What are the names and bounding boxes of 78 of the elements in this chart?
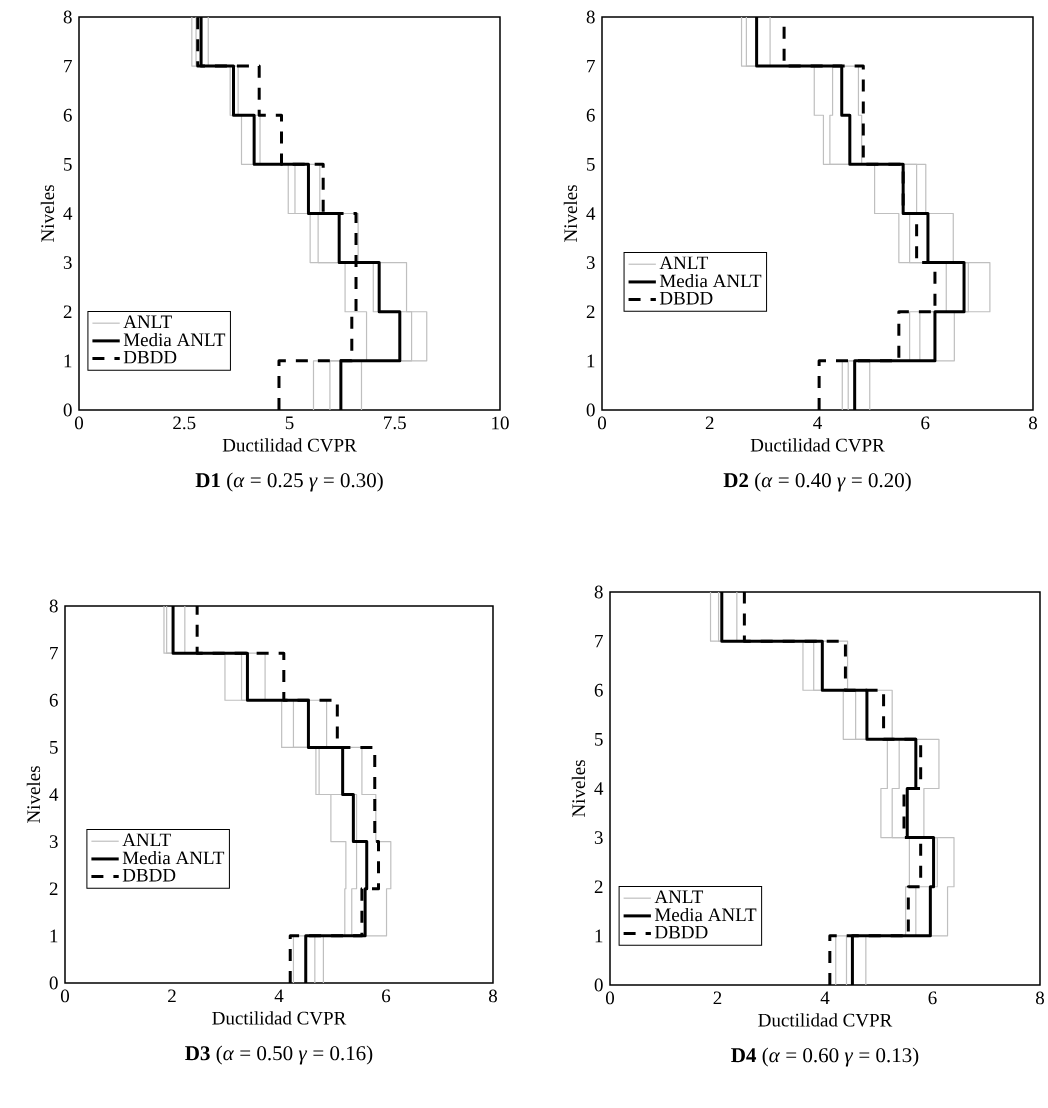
text: D4 (α = 0.60 γ = 0.13)	[731, 1047, 919, 1067]
x-tick-label: 10	[492, 416, 509, 430]
y-tick-label: 4	[49, 788, 59, 801]
x-tick-label: 6	[382, 989, 391, 1003]
y-tick-label: 1	[595, 929, 603, 943]
y-tick-label: 3	[594, 831, 603, 845]
y-tick-label: 3	[586, 256, 595, 269]
legend-label: ANLT	[123, 315, 172, 329]
x-tick-label: 2	[168, 989, 176, 1003]
x-tick-label: 8	[1035, 991, 1045, 1005]
x-tick-label: 7.5	[384, 416, 406, 430]
y-tick-label: 8	[586, 10, 595, 24]
x-tick-label: 6	[921, 416, 930, 430]
x-tick-label: 6	[928, 991, 937, 1005]
x-tick-label: 4	[813, 416, 822, 430]
x-tick-label: 8	[1028, 416, 1038, 430]
y-tick-label: 5	[595, 733, 603, 746]
legend-label: DBDD	[122, 868, 176, 882]
x-axis-title: Ductilidad CVPR	[222, 438, 357, 452]
x-tick-label: 5	[285, 416, 294, 430]
text: D3 (α = 0.50 γ = 0.16)	[185, 1045, 373, 1065]
legend-label: Media ANLT	[659, 273, 762, 288]
y-tick-label: 7	[587, 59, 595, 73]
y-tick-label: 2	[586, 305, 595, 319]
legend-label: ANLT	[122, 833, 171, 847]
y-tick-label: 2	[594, 880, 603, 894]
y-tick-label: 7	[595, 634, 603, 648]
x-tick-label: 0	[605, 991, 615, 1005]
y-axis-title: Niveles	[571, 760, 586, 817]
y-tick-label: 4	[594, 782, 604, 795]
x-axis-title: Ductilidad CVPR	[212, 1011, 347, 1025]
y-tick-label: 4	[586, 207, 596, 220]
y-tick-label: 1	[587, 354, 595, 368]
text: D1 (α = 0.25 γ = 0.30)	[195, 472, 383, 492]
y-tick-label: 6	[594, 683, 603, 697]
legend-label: Media ANLT	[654, 907, 757, 922]
legend-label: Media ANLT	[122, 850, 225, 865]
y-tick-label: 8	[63, 10, 72, 24]
y-tick-label: 6	[63, 108, 72, 122]
y-tick-label: 8	[594, 585, 603, 599]
y-tick-label: 7	[64, 59, 72, 73]
y-axis-title: Niveles	[563, 185, 578, 242]
legend-label: ANLT	[654, 890, 704, 904]
y-tick-label: 5	[50, 741, 58, 754]
y-tick-label: 6	[49, 693, 58, 707]
legend-label: DBDD	[654, 925, 708, 939]
legend-label: DBDD	[659, 291, 713, 305]
y-tick-label: 0	[586, 403, 595, 417]
x-axis-title: Ductilidad CVPR	[758, 1013, 893, 1027]
y-tick-label: 0	[594, 978, 603, 992]
x-tick-label: 8	[488, 989, 498, 1003]
x-tick-label: 2.5	[173, 416, 196, 430]
y-tick-label: 5	[64, 158, 72, 171]
y-tick-label: 2	[63, 305, 72, 319]
x-tick-label: 4	[274, 989, 284, 1003]
x-tick-label: 4	[820, 991, 830, 1005]
y-tick-label: 2	[49, 882, 58, 896]
y-tick-label: 3	[49, 835, 58, 849]
x-tick-label: 0	[74, 416, 84, 430]
legend-label: DBDD	[123, 350, 177, 364]
y-axis-title: Niveles	[40, 185, 55, 242]
text: D2 (α = 0.40 γ = 0.20)	[723, 472, 911, 492]
legend-label: Media ANLT	[123, 332, 226, 347]
y-tick-label: 4	[63, 207, 73, 220]
y-tick-label: 8	[49, 599, 58, 613]
y-tick-label: 1	[64, 354, 72, 368]
y-tick-label: 6	[586, 108, 595, 122]
y-tick-label: 1	[50, 929, 58, 943]
x-tick-label: 2	[705, 416, 714, 430]
y-tick-label: 3	[63, 256, 72, 269]
y-tick-label: 7	[50, 646, 58, 660]
y-tick-label: 0	[49, 976, 58, 990]
legend-label: ANLT	[659, 256, 708, 270]
y-tick-label: 0	[63, 403, 72, 417]
y-axis-title: Niveles	[26, 766, 41, 823]
x-tick-label: 2	[713, 991, 722, 1005]
x-axis-title: Ductilidad CVPR	[750, 438, 885, 452]
y-tick-label: 5	[587, 158, 595, 171]
